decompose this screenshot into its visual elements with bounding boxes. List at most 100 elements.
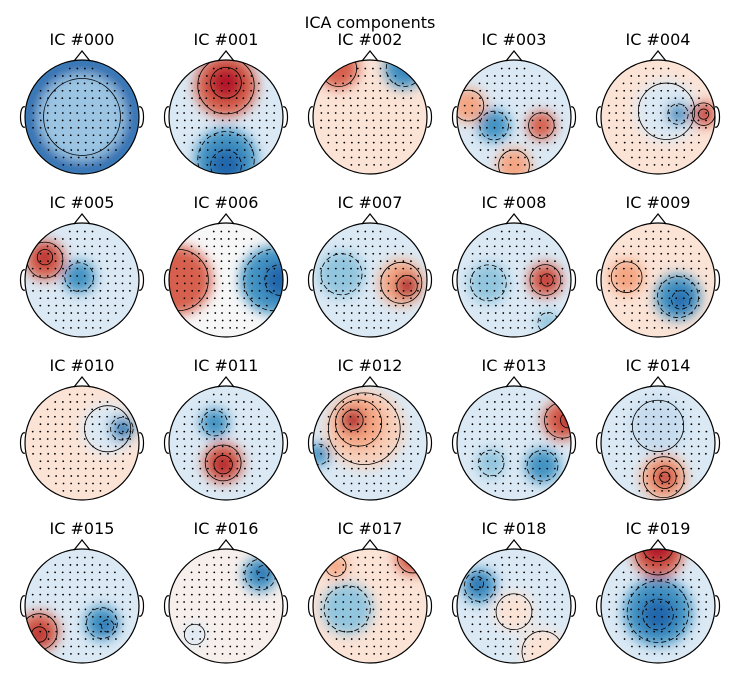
field-blob [476,448,506,478]
right-ear [426,269,433,291]
component-title: IC #016 [194,519,259,538]
field-map [169,549,283,663]
left-ear [163,595,170,617]
field-blob [183,623,207,646]
field-blob [468,262,509,303]
left-ear [307,595,314,617]
component-title: IC #002 [338,30,403,49]
contour-line [498,149,530,174]
electrode-dots [463,393,564,492]
head-outline [600,548,716,664]
head-outline [24,548,140,664]
contour-line [407,549,422,562]
field-blob [496,148,532,174]
head-outline [168,59,284,175]
electrode-dots [31,67,132,166]
head-outline [312,385,428,501]
component-title: IC #017 [338,519,403,538]
contour-line [479,110,509,141]
contour-line [86,607,118,639]
right-ear [282,595,289,617]
right-ear [282,432,289,454]
nose-marker [217,50,235,62]
contour-line [610,261,643,293]
field-blob [525,448,560,483]
left-ear [595,269,602,291]
field-blob [169,245,212,315]
field-blob [519,628,566,663]
component-title: IC #019 [626,519,691,538]
nose-marker [361,50,379,62]
field-blob [469,575,485,591]
topomap-panel: IC #017 [307,519,433,664]
contour-line [256,565,270,579]
field-map [601,386,715,500]
field-blob [117,423,129,435]
right-ear [714,595,721,617]
field-blob [540,273,554,287]
nose-marker [361,213,379,225]
field-blob [341,408,365,432]
component-title: IC #006 [194,193,259,212]
left-ear [19,432,26,454]
electrode-dots [175,393,276,492]
nose-marker [361,539,379,551]
left-ear [307,106,314,128]
field-blob [666,102,690,126]
topomap-panel: IC #018 [451,519,577,664]
electrode-dots [319,230,420,329]
contour-line [528,112,555,139]
left-ear [595,106,602,128]
field-blob [635,79,698,143]
topomap-panel: IC #015 [19,519,145,664]
nose-marker [505,50,523,62]
right-ear [282,106,289,128]
field-blob [321,583,373,635]
electrode-dots [31,393,132,492]
nose-marker [217,213,235,225]
electrode-dots [607,230,708,329]
contour-line [637,82,696,140]
contour-line [495,593,533,631]
left-ear [451,106,458,128]
electrode-dots [463,230,564,329]
topomap-panel: IC #010 [19,356,145,501]
contour-line [469,576,485,591]
head-outline [600,59,716,175]
component-title: IC #012 [338,356,403,375]
nose-marker [73,213,91,225]
right-ear [714,269,721,291]
contour-line [396,275,418,297]
contour-line [526,450,559,482]
field-blob [82,403,134,455]
topomap-panel: IC #002 [307,30,433,175]
field-map [25,386,139,500]
head-outline [456,385,572,501]
component-title: IC #007 [338,193,403,212]
head-outline [312,548,428,664]
head-outline [456,59,572,175]
nose-marker [649,50,667,62]
contour-line [657,276,699,319]
component-title: IC #008 [482,193,547,212]
electrode-dots [319,67,420,166]
contour-line [110,417,134,441]
electrode-dots [607,393,708,492]
electrode-dots [463,67,564,166]
field-map [25,223,139,337]
left-ear [19,106,26,128]
field-map [601,60,715,174]
contour-line [183,623,206,646]
field-blob [212,454,234,475]
right-ear [426,432,433,454]
left-ear [451,432,458,454]
right-ear [570,595,577,617]
right-ear [570,269,577,291]
contour-line [469,264,507,302]
head-outline [456,222,572,338]
electrode-dots [31,230,132,329]
contour-line [323,585,371,633]
contour-line [667,103,689,125]
field-blob [659,471,671,483]
head-outline [600,385,716,501]
